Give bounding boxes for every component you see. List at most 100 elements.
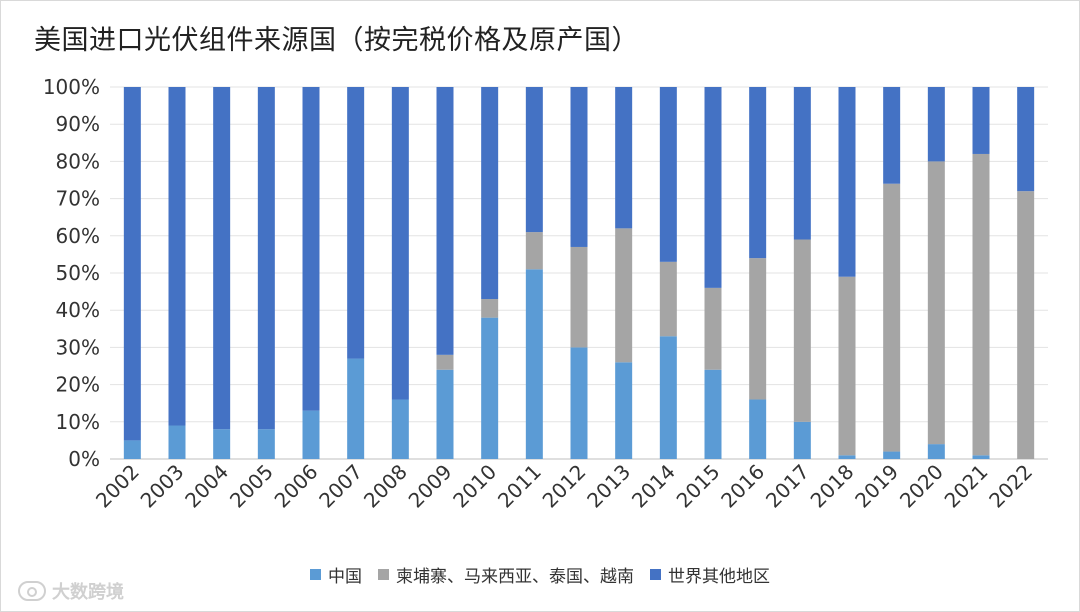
legend-swatch — [378, 569, 389, 580]
x-tick-label: 2004 — [180, 460, 233, 513]
legend-item: 中国 — [310, 562, 362, 587]
legend-swatch — [310, 569, 321, 580]
bar-segment — [659, 336, 677, 459]
bar-segment — [749, 258, 767, 400]
bar-segment — [883, 183, 901, 452]
bar-segment — [436, 369, 454, 459]
x-tick-label: 2010 — [448, 460, 501, 513]
bar-segment — [883, 451, 901, 459]
x-tick-label: 2015 — [672, 460, 725, 513]
bar-segment — [883, 87, 901, 184]
y-tick-label: 10% — [56, 410, 100, 434]
bar-segment — [793, 239, 811, 422]
legend-item: 世界其他地区 — [650, 562, 770, 587]
bar-segment — [481, 87, 499, 300]
bar-segment — [570, 347, 588, 459]
x-tick-label: 2005 — [225, 460, 278, 513]
y-tick-label: 0% — [68, 447, 100, 471]
bar-segment — [570, 246, 588, 348]
watermark-logo-icon — [18, 581, 46, 601]
chart-title: 美国进口光伏组件来源国（按完税价格及原产国） — [34, 25, 639, 56]
x-tick-label: 2017 — [761, 460, 814, 513]
bar-segment — [525, 87, 543, 233]
x-tick-label: 2018 — [806, 460, 859, 513]
bar-segment — [659, 87, 677, 262]
bar-segment — [838, 455, 856, 459]
stacked-bar-chart: 0%10%20%30%40%50%60%70%80%90%100%2002200… — [43, 75, 1048, 513]
y-tick-label: 50% — [56, 261, 100, 285]
bar-segment — [525, 232, 543, 270]
bar-segment — [972, 87, 990, 154]
x-tick-label: 2013 — [582, 460, 635, 513]
bar-segment — [659, 261, 677, 337]
bar-segment — [525, 269, 543, 459]
bar-segment — [391, 399, 409, 459]
y-tick-label: 40% — [56, 298, 100, 322]
bar-segment — [436, 87, 454, 355]
bar-segment — [927, 87, 945, 162]
bar-segment — [793, 421, 811, 459]
bar-segment — [168, 87, 186, 426]
bar-segment — [391, 87, 409, 400]
legend-swatch — [650, 569, 661, 580]
bar-segment — [570, 87, 588, 247]
bar-segment — [927, 161, 945, 445]
bar-segment — [704, 87, 722, 288]
bar-segment — [257, 429, 275, 459]
bar-segment — [972, 455, 990, 459]
bar-segment — [793, 87, 811, 240]
bar-segment — [749, 87, 767, 259]
bar-segment — [123, 87, 141, 441]
bar-segment — [213, 429, 231, 459]
legend-item: 柬埔寨、马来西亚、泰国、越南 — [378, 562, 634, 587]
x-tick-label: 2007 — [314, 460, 367, 513]
x-tick-label: 2009 — [404, 460, 457, 513]
bar-segment — [927, 444, 945, 459]
chart-legend: 中国 柬埔寨、马来西亚、泰国、越南 世界其他地区 — [0, 562, 1080, 587]
bar-segment — [704, 287, 722, 370]
bar-segment — [838, 276, 856, 456]
bar-segment — [213, 87, 231, 430]
bar-segment — [123, 440, 141, 459]
bar-segment — [481, 299, 499, 318]
bar-segment — [615, 362, 633, 459]
x-tick-label: 2012 — [538, 460, 591, 513]
y-tick-label: 30% — [56, 335, 100, 359]
bar-segment — [436, 354, 454, 370]
x-tick-label: 2016 — [716, 460, 769, 513]
bar-segment — [302, 410, 320, 459]
legend-label: 中国 — [328, 567, 362, 587]
bar-segment — [1017, 87, 1035, 192]
bar-segment — [838, 87, 856, 277]
x-tick-label: 2006 — [270, 460, 323, 513]
y-tick-label: 90% — [56, 112, 100, 136]
bar-segment — [749, 399, 767, 459]
bar-segment — [347, 358, 365, 459]
bar-segment — [615, 228, 633, 363]
x-tick-label: 2021 — [940, 460, 993, 513]
watermark-text: 大数跨境 — [52, 582, 124, 603]
bar-segment — [704, 369, 722, 459]
bar-segment — [481, 317, 499, 459]
bar-segment — [1017, 191, 1035, 459]
y-tick-label: 20% — [56, 373, 100, 397]
y-tick-label: 80% — [56, 149, 100, 173]
legend-label: 柬埔寨、马来西亚、泰国、越南 — [396, 567, 634, 587]
bar-segment — [257, 87, 275, 430]
watermark: 大数跨境 — [18, 578, 124, 604]
x-tick-label: 2022 — [984, 460, 1037, 513]
bar-segment — [347, 87, 365, 359]
y-tick-label: 100% — [43, 75, 100, 99]
x-tick-label: 2003 — [136, 460, 189, 513]
legend-label: 世界其他地区 — [668, 567, 770, 587]
x-tick-label: 2011 — [493, 460, 546, 513]
y-tick-label: 60% — [56, 224, 100, 248]
bar-segment — [168, 425, 186, 459]
bar-segment — [302, 87, 320, 411]
y-tick-label: 70% — [56, 187, 100, 211]
bar-segment — [972, 153, 990, 456]
bar-segment — [615, 87, 633, 229]
x-tick-label: 2019 — [850, 460, 903, 513]
x-tick-label: 2020 — [895, 460, 948, 513]
x-tick-label: 2008 — [359, 460, 412, 513]
